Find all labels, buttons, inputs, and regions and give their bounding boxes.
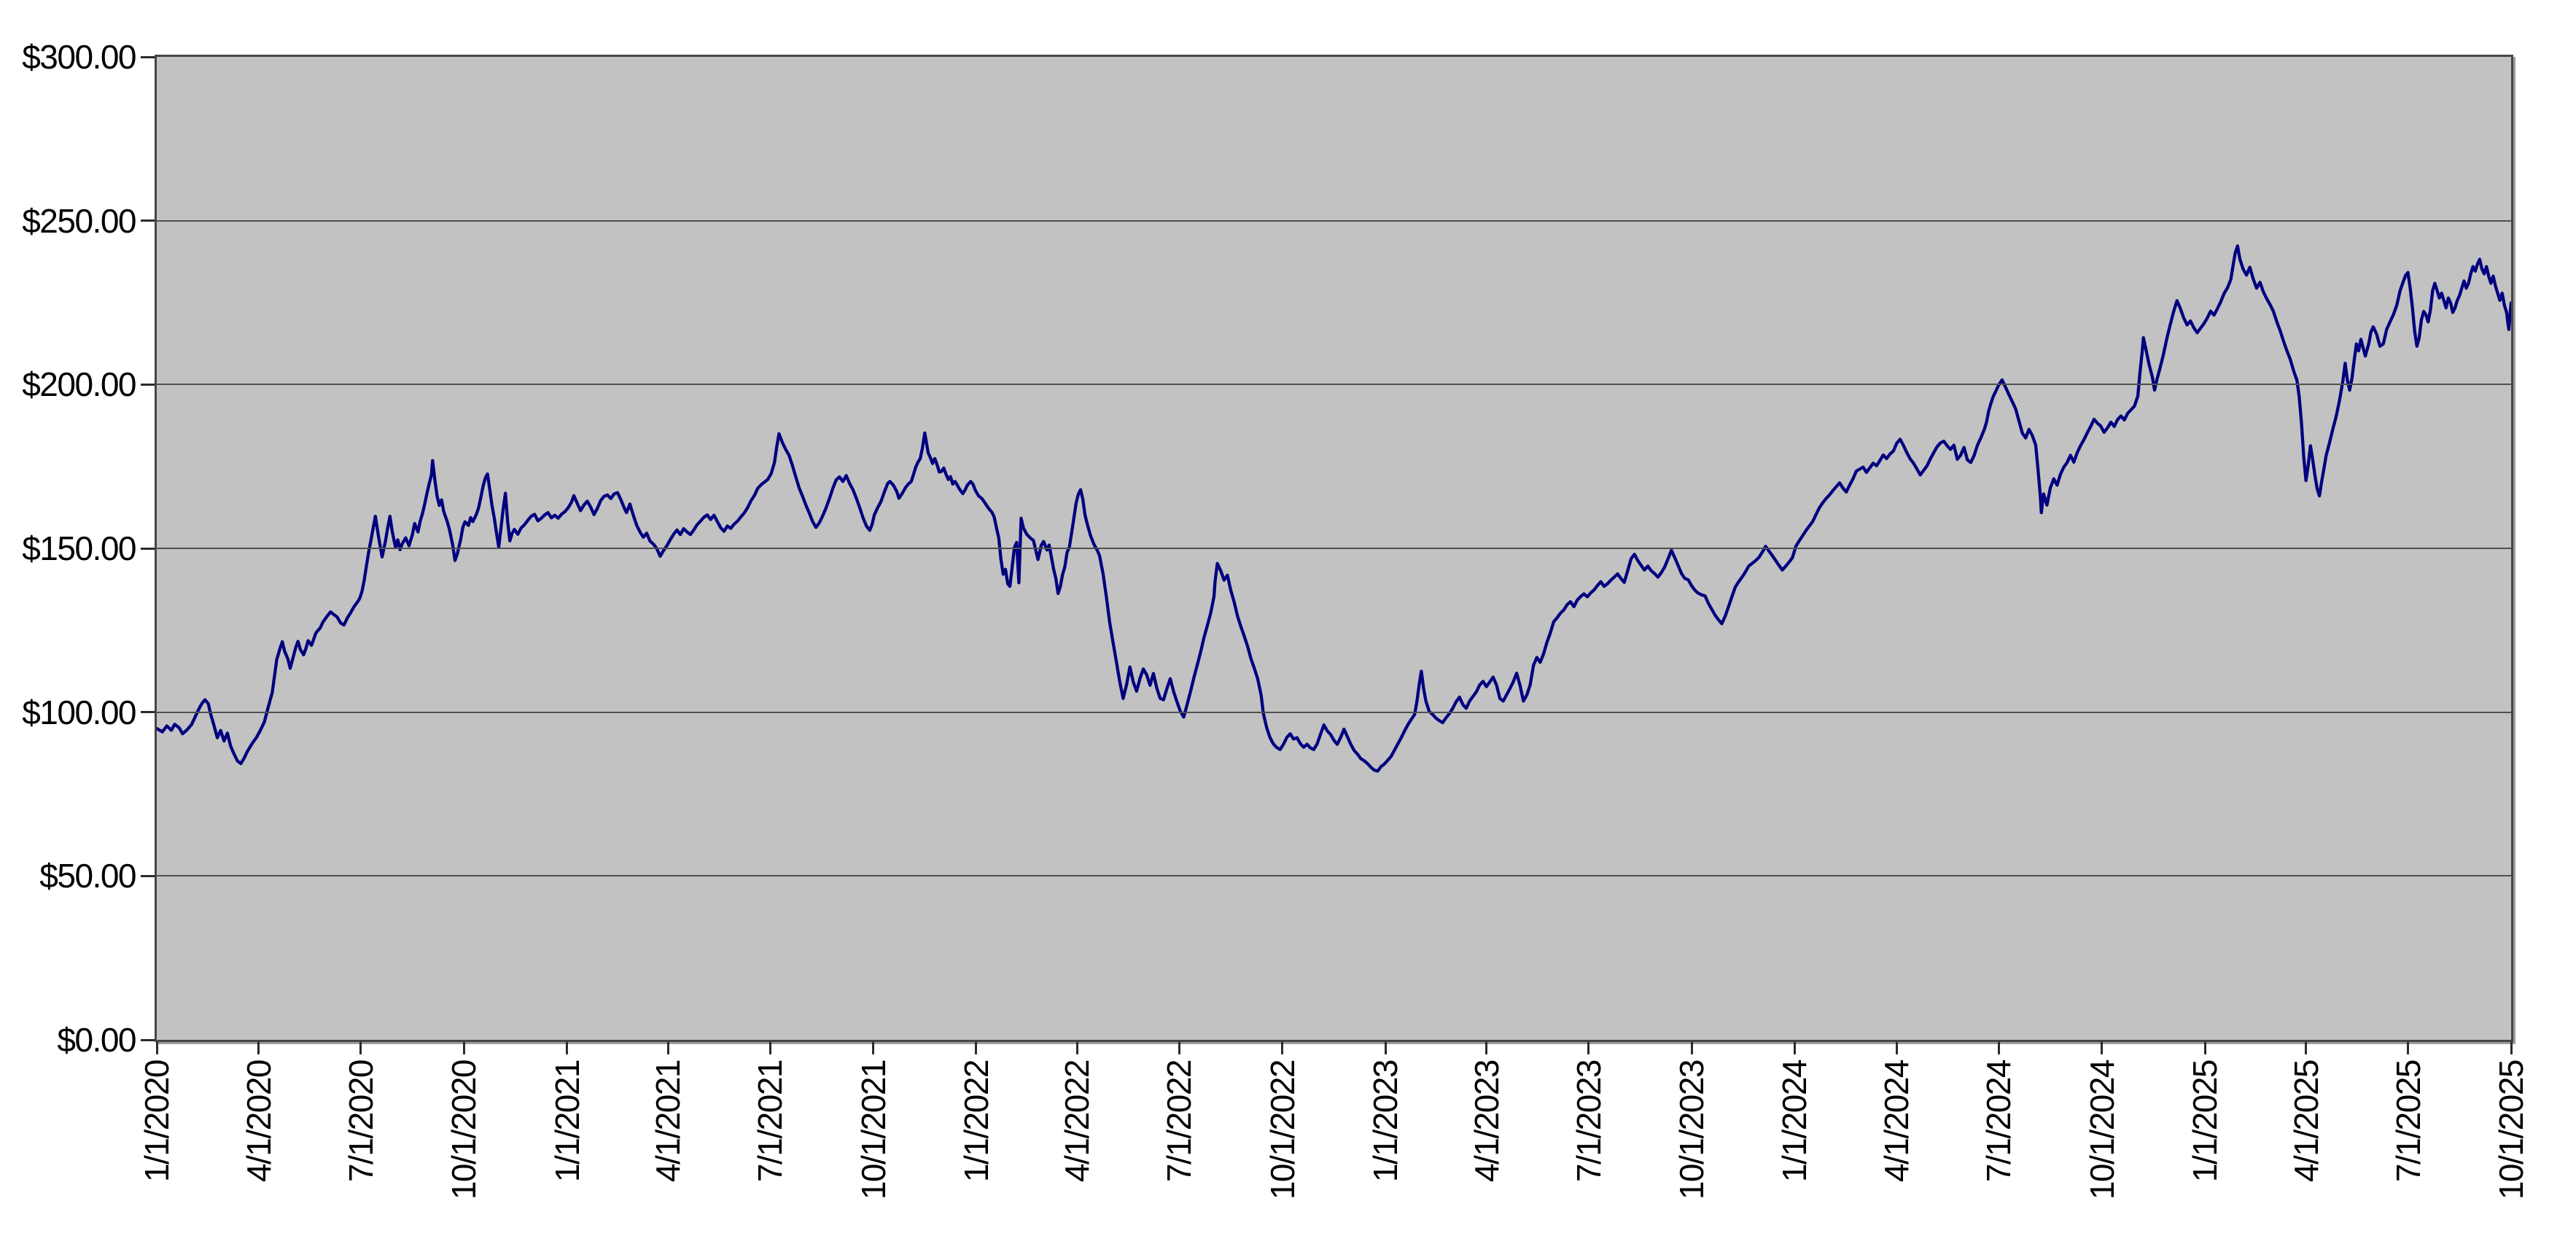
x-axis-tick — [462, 1042, 465, 1054]
x-axis-label-text: 4/1/2024 — [1877, 1060, 1916, 1183]
x-axis-label-text: 1/1/2021 — [548, 1060, 586, 1183]
x-axis-label-text: 7/1/2024 — [1980, 1060, 2018, 1183]
x-axis-tick — [1075, 1042, 1078, 1054]
x-axis-tick — [1587, 1042, 1590, 1054]
x-axis-label-text: 7/1/2022 — [1160, 1060, 1199, 1183]
y-axis-tick — [141, 547, 155, 550]
x-axis-label-text: 10/1/2023 — [1673, 1060, 1711, 1200]
price-line — [157, 244, 2511, 773]
x-axis-label-text: 7/1/2025 — [2389, 1060, 2427, 1183]
y-axis-tick — [141, 1038, 155, 1041]
y-axis-label: $300.00 — [22, 38, 136, 76]
gridline-200 — [157, 384, 2511, 386]
x-axis-label-text: 4/1/2023 — [1467, 1060, 1506, 1183]
x-axis-label-text: 1/1/2023 — [1366, 1060, 1405, 1183]
x-axis-label-text: 1/1/2024 — [1775, 1060, 1814, 1183]
x-axis-tick — [1485, 1042, 1488, 1054]
x-axis-tick — [2407, 1042, 2410, 1054]
x-axis-label-text: 4/1/2020 — [239, 1060, 278, 1183]
gridline-100 — [157, 711, 2511, 713]
x-axis-label-text: 4/1/2025 — [2287, 1060, 2325, 1183]
x-axis-tick — [768, 1042, 771, 1054]
x-axis-label-text: 7/1/2021 — [751, 1060, 790, 1183]
x-axis-label-text: 1/1/2020 — [138, 1060, 176, 1183]
x-axis-label-text: 7/1/2020 — [341, 1060, 380, 1183]
x-axis-label-text: 7/1/2023 — [1569, 1060, 1608, 1183]
x-axis-tick — [666, 1042, 669, 1054]
x-axis-tick — [2305, 1042, 2308, 1054]
x-axis-tick — [359, 1042, 362, 1054]
x-axis-label-text: 10/1/2022 — [1263, 1060, 1301, 1200]
x-axis-tick — [975, 1042, 978, 1054]
x-axis-label-text: 4/1/2022 — [1058, 1060, 1097, 1183]
x-axis-label: 10/1/2025 — [2492, 1060, 2576, 1199]
x-axis-tick — [1690, 1042, 1693, 1054]
y-axis-label: $250.00 — [22, 201, 136, 240]
y-axis-label: $100.00 — [22, 693, 136, 731]
x-axis-tick — [566, 1042, 569, 1054]
y-axis-label: $150.00 — [22, 529, 136, 567]
x-axis-tick — [155, 1042, 158, 1054]
y-axis-label: $0.00 — [57, 1021, 136, 1059]
x-axis-label-text: 1/1/2025 — [2186, 1060, 2225, 1183]
gridline-150 — [157, 548, 2511, 549]
x-axis-tick — [1895, 1042, 1898, 1054]
x-axis-tick — [1793, 1042, 1796, 1054]
gridline-250 — [157, 219, 2511, 222]
x-axis-tick — [2203, 1042, 2206, 1054]
x-axis-tick — [1281, 1042, 1284, 1054]
x-axis-tick — [872, 1042, 875, 1054]
x-axis-label-text: 10/1/2021 — [854, 1060, 892, 1200]
x-axis-label-text: 4/1/2021 — [649, 1060, 688, 1183]
x-axis-tick — [1384, 1042, 1387, 1054]
gridline-50 — [157, 875, 2511, 877]
x-axis-tick — [1178, 1042, 1180, 1054]
x-axis-tick — [1997, 1042, 2000, 1054]
x-axis-label-text: 10/1/2025 — [2492, 1060, 2530, 1200]
price-line-svg — [157, 244, 2511, 773]
plot-inner — [157, 57, 2511, 1040]
x-axis-tick — [2510, 1042, 2513, 1054]
y-axis-label: $50.00 — [39, 857, 136, 895]
y-axis-tick — [141, 711, 155, 714]
x-axis-label-text: 1/1/2022 — [957, 1060, 995, 1183]
plot-area — [155, 55, 2513, 1042]
x-axis-tick — [2101, 1042, 2104, 1054]
x-axis-label-text: 10/1/2020 — [445, 1060, 483, 1200]
x-axis-label-text: 10/1/2024 — [2082, 1060, 2121, 1200]
y-axis-label: $200.00 — [22, 365, 136, 404]
y-axis-tick — [141, 383, 155, 386]
y-axis-tick — [141, 874, 155, 877]
y-axis-tick — [141, 219, 155, 222]
x-axis-tick — [257, 1042, 260, 1054]
y-axis-tick — [141, 55, 155, 58]
